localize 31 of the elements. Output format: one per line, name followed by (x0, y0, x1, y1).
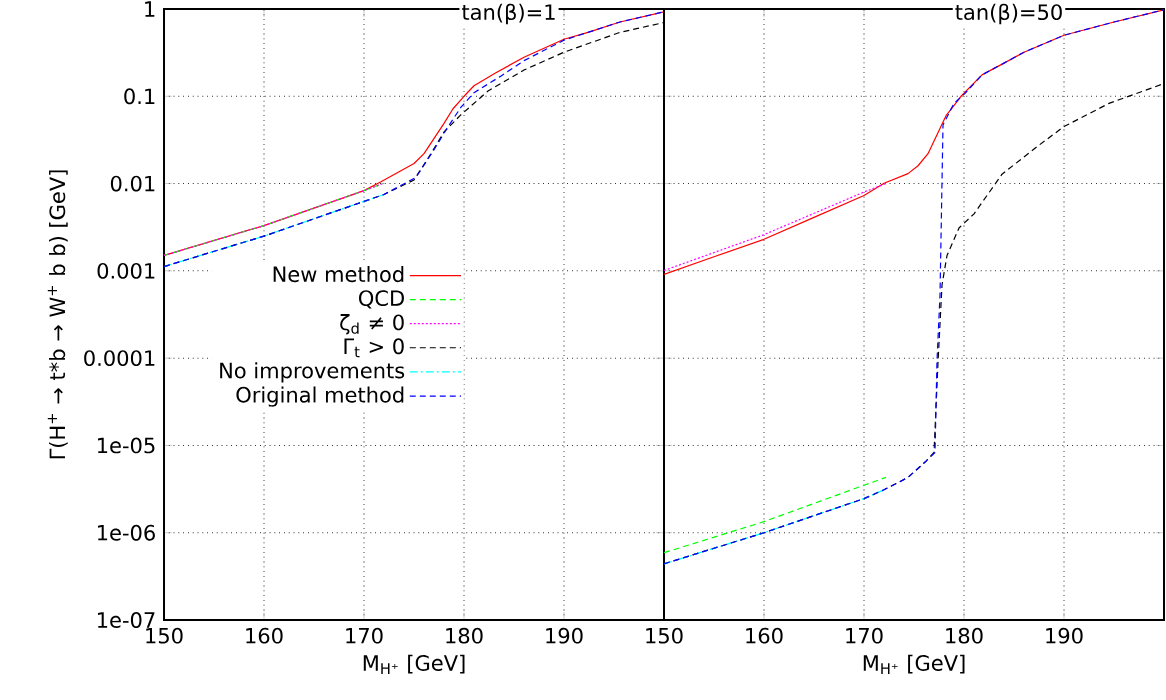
legend-label: New method (273, 265, 404, 283)
x-tick-label: 160 (246, 627, 283, 644)
y-tick-label: 0.001 (97, 262, 155, 279)
legend-label: Original method (236, 386, 404, 407)
legend-label: ζ$_{d}$ ≠ 0 (340, 314, 404, 335)
legend-label: Γ$_{t}$ > 0 (344, 338, 404, 358)
chart-title: tan(β)=1 (462, 3, 555, 25)
y-tick-label: 0.1 (124, 88, 155, 105)
x-axis-title: M$_{H⁺}$ [GeV] (863, 654, 965, 674)
x-tick-label: 170 (346, 627, 383, 644)
legend-label: No improvements (220, 362, 405, 383)
x-tick-label: 180 (946, 627, 983, 644)
y-tick-label: 0.01 (110, 175, 155, 192)
legend-label: QCD (359, 290, 404, 309)
x-tick-label: 150 (146, 627, 183, 644)
y-axis-title: Γ(H$^{+}$ → t*b → W$^{+}$ b b) [GeV] (47, 170, 68, 459)
line-series (164, 182, 385, 257)
x-tick-label: 150 (646, 627, 683, 644)
x-tick-label: 190 (1046, 627, 1083, 644)
y-tick-label: 1e-07 (97, 612, 155, 628)
y-tick-label: 1e-05 (97, 437, 155, 454)
y-tick-label: 1 (145, 1, 155, 17)
y-tick-label: 1e-06 (97, 524, 155, 541)
x-tick-label: 190 (546, 627, 583, 644)
x-tick-label: 180 (446, 627, 483, 644)
x-tick-label: 170 (846, 627, 883, 644)
y-tick-label: 0.0001 (84, 350, 155, 367)
x-axis-title: M$_{H⁺}$ [GeV] (363, 654, 465, 674)
chart-title: tan(β)=50 (955, 3, 1062, 25)
line-series (164, 193, 385, 268)
x-tick-label: 160 (746, 627, 783, 644)
